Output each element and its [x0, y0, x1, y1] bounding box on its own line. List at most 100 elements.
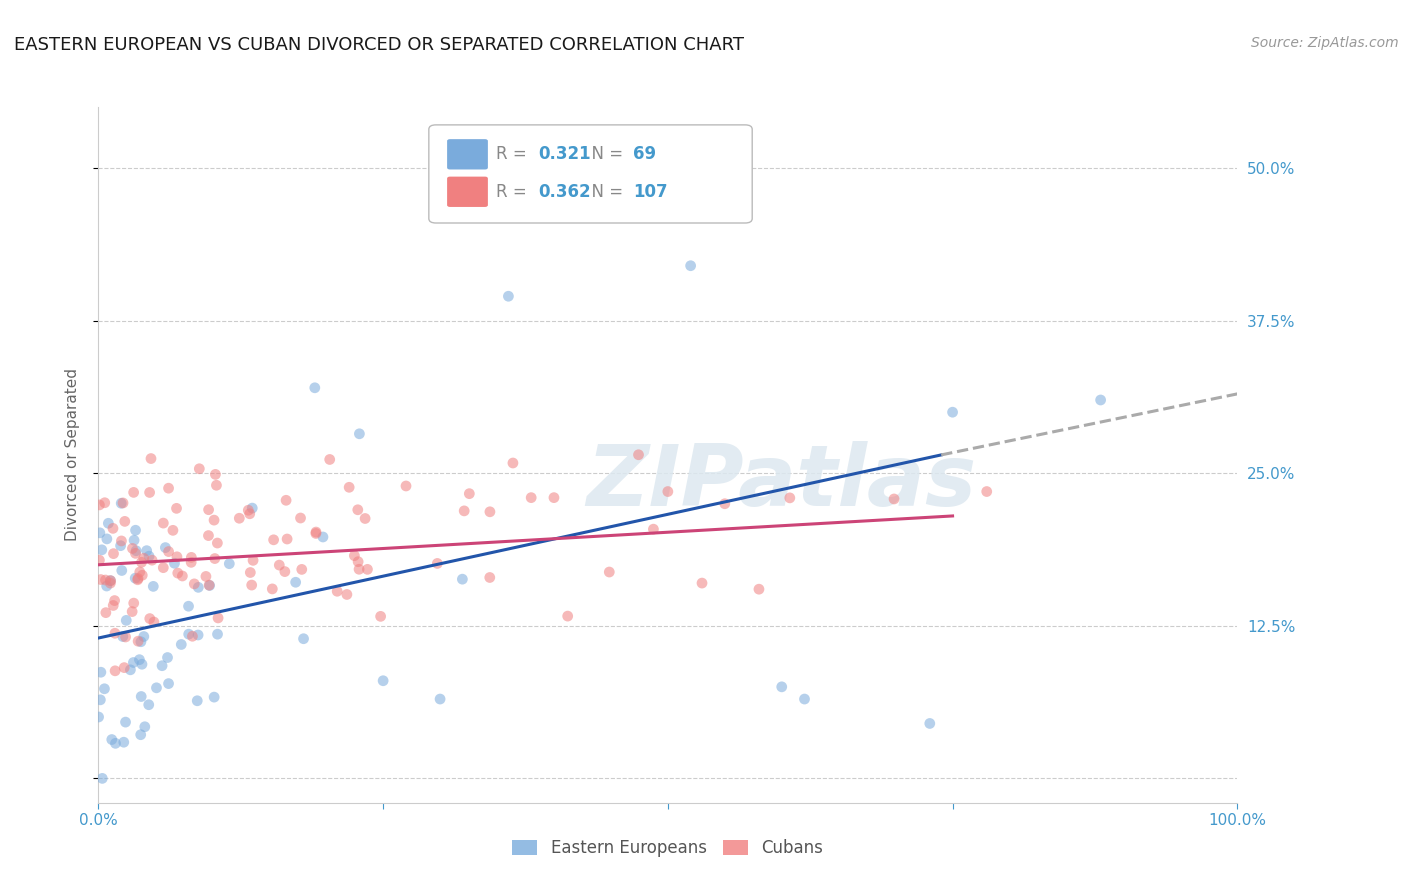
Point: [976, 484, 998, 499]
Point: [96, 532, 118, 546]
Point: [347, 562, 370, 576]
Point: [181, 629, 204, 643]
Point: [122, 533, 145, 548]
Point: [125, 543, 148, 558]
Point: [157, 481, 180, 495]
Point: [520, 491, 543, 505]
Point: [132, 551, 155, 566]
Point: [347, 555, 370, 569]
Point: [97, 516, 120, 531]
Point: [91, 772, 114, 786]
Text: N =: N =: [581, 183, 628, 201]
Point: [111, 630, 134, 644]
Point: [207, 627, 229, 641]
Point: [312, 530, 335, 544]
Point: [135, 543, 157, 558]
Point: [112, 496, 135, 510]
Point: [124, 546, 146, 560]
Point: [343, 549, 366, 563]
Text: N =: N =: [581, 145, 628, 163]
Y-axis label: Divorced or Separated: Divorced or Separated: [65, 368, 80, 541]
Point: [240, 501, 263, 516]
Point: [204, 467, 226, 482]
Point: [202, 513, 225, 527]
Point: [90, 542, 112, 557]
Point: [557, 609, 579, 624]
Point: [129, 728, 152, 742]
Point: [690, 576, 713, 591]
Point: [104, 626, 127, 640]
Point: [188, 462, 211, 476]
Point: [177, 627, 200, 641]
Point: [124, 523, 146, 537]
Point: [274, 565, 297, 579]
Point: [239, 566, 262, 580]
Point: [197, 528, 219, 542]
Point: [110, 496, 132, 510]
Point: [274, 493, 297, 508]
Point: [128, 653, 150, 667]
Point: [156, 650, 179, 665]
Point: [186, 694, 208, 708]
Point: [157, 676, 180, 690]
Point: [94, 606, 117, 620]
Text: R =: R =: [496, 183, 533, 201]
Point: [100, 576, 122, 591]
Point: [138, 485, 160, 500]
Point: [121, 541, 143, 556]
Point: [714, 497, 737, 511]
Point: [172, 569, 194, 583]
Point: [129, 690, 152, 704]
Point: [110, 539, 132, 553]
Point: [162, 524, 184, 538]
Point: [326, 584, 349, 599]
Point: [131, 657, 153, 672]
Point: [120, 663, 142, 677]
Point: [96, 579, 118, 593]
Point: [242, 553, 264, 567]
Point: [142, 579, 165, 593]
Point: [194, 569, 217, 583]
Point: [478, 570, 501, 584]
Text: 0.321: 0.321: [538, 145, 591, 163]
Point: [218, 557, 240, 571]
Point: [100, 574, 122, 588]
Point: [139, 611, 162, 625]
Point: [104, 664, 127, 678]
Point: [94, 573, 117, 587]
Point: [114, 515, 136, 529]
Point: [93, 496, 115, 510]
Point: [128, 565, 150, 579]
Point: [127, 573, 149, 587]
Point: [138, 698, 160, 712]
Point: [100, 574, 122, 588]
Point: [124, 571, 146, 585]
Point: [205, 478, 228, 492]
Point: [356, 562, 378, 576]
Point: [127, 572, 149, 586]
Point: [152, 516, 174, 530]
Point: [122, 596, 145, 610]
Point: [89, 498, 111, 512]
Point: [187, 628, 209, 642]
Point: [157, 544, 180, 558]
Point: [478, 505, 501, 519]
Point: [263, 533, 285, 547]
Point: [180, 555, 202, 569]
Point: [87, 710, 110, 724]
Point: [104, 593, 127, 607]
Point: [89, 693, 111, 707]
Point: [426, 557, 449, 571]
Point: [114, 715, 136, 730]
Point: [228, 511, 250, 525]
Point: [198, 578, 221, 592]
Point: [111, 564, 134, 578]
Point: [89, 553, 111, 567]
Point: [150, 658, 173, 673]
Point: [139, 451, 162, 466]
Point: [748, 582, 770, 597]
Point: [197, 502, 219, 516]
Point: [207, 611, 229, 625]
Text: EASTERN EUROPEAN VS CUBAN DIVORCED OR SEPARATED CORRELATION CHART: EASTERN EUROPEAN VS CUBAN DIVORCED OR SE…: [14, 36, 744, 54]
Point: [131, 568, 153, 582]
